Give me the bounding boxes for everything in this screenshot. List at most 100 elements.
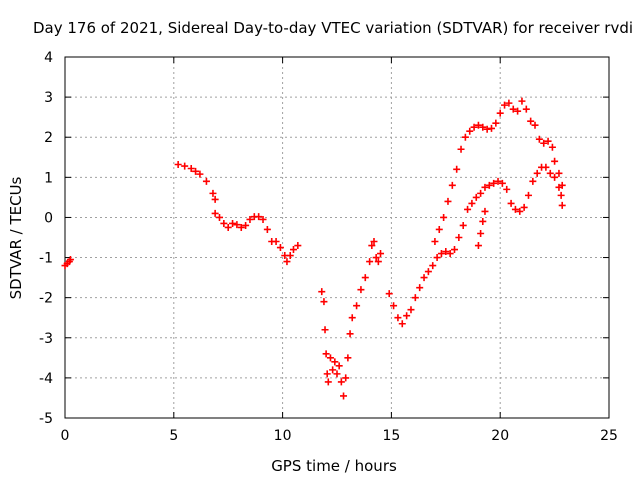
data-point	[466, 127, 474, 135]
data-point	[479, 217, 487, 225]
data-point	[255, 213, 263, 221]
data-point	[344, 354, 352, 362]
x-axis-label: GPS time / hours	[271, 457, 397, 475]
data-point	[516, 207, 524, 215]
data-point	[464, 205, 472, 213]
data-point	[459, 221, 467, 229]
data-point	[470, 123, 478, 131]
data-point	[481, 207, 489, 215]
data-point	[420, 274, 428, 282]
data-point	[424, 268, 432, 276]
data-point	[503, 185, 511, 193]
grid-lines	[65, 57, 609, 418]
data-point	[229, 219, 237, 227]
data-points	[61, 97, 566, 400]
data-point	[431, 238, 439, 246]
data-point	[472, 193, 480, 201]
data-point	[551, 157, 559, 165]
data-point	[211, 209, 219, 217]
data-point	[196, 170, 204, 178]
data-point	[481, 183, 489, 191]
chart-title: Day 176 of 2021, Sidereal Day-to-day VTE…	[33, 19, 633, 37]
data-point	[474, 242, 482, 250]
data-point	[446, 250, 454, 258]
y-tick-label: -5	[39, 411, 53, 427]
data-point	[455, 234, 463, 241]
x-tick-label: 15	[382, 428, 400, 444]
data-point	[331, 358, 339, 366]
data-point	[529, 177, 537, 185]
data-point	[535, 135, 543, 143]
data-point	[544, 137, 552, 145]
data-point	[557, 191, 565, 199]
data-point	[527, 117, 535, 125]
y-tick-label: 2	[44, 130, 53, 146]
data-point	[372, 254, 380, 262]
data-point	[357, 286, 365, 294]
data-point	[342, 374, 350, 382]
data-point	[474, 121, 482, 129]
data-point	[416, 284, 424, 292]
data-point	[542, 163, 550, 171]
data-point	[514, 107, 522, 115]
data-point	[437, 250, 445, 258]
data-point	[242, 221, 250, 229]
data-point	[326, 354, 334, 362]
data-point	[259, 215, 267, 223]
y-tick-label: -4	[39, 371, 53, 387]
data-point	[461, 133, 469, 141]
data-point	[333, 370, 341, 378]
data-point	[329, 366, 337, 374]
data-point	[457, 145, 465, 153]
data-point	[321, 326, 329, 334]
data-point	[477, 189, 485, 197]
data-point	[507, 199, 515, 207]
data-point	[546, 169, 554, 177]
y-tick-label: 4	[44, 50, 53, 66]
data-point	[435, 225, 443, 233]
data-point	[558, 181, 566, 189]
data-point	[181, 162, 189, 170]
data-point	[444, 197, 452, 205]
data-point	[501, 101, 509, 109]
data-point	[361, 274, 369, 282]
y-tick-label: -3	[39, 331, 53, 347]
data-point	[276, 244, 284, 252]
data-point	[337, 378, 345, 386]
data-point	[374, 258, 382, 266]
data-point	[368, 242, 376, 250]
y-tick-label: 1	[44, 170, 53, 186]
data-point	[451, 246, 459, 254]
data-point	[209, 189, 217, 197]
data-point	[390, 302, 398, 310]
data-point	[348, 314, 356, 322]
data-point	[192, 167, 200, 175]
data-point	[494, 177, 502, 185]
data-point	[353, 302, 361, 310]
data-point	[548, 143, 556, 151]
data-point	[335, 362, 343, 370]
data-point	[324, 378, 332, 386]
data-point	[211, 195, 219, 203]
x-tick-label: 20	[491, 428, 509, 444]
data-point	[272, 238, 280, 246]
y-tick-label: 0	[44, 210, 53, 226]
data-point	[487, 124, 495, 132]
data-point	[524, 191, 532, 199]
data-point	[498, 179, 506, 187]
data-point	[433, 254, 441, 262]
data-point	[174, 160, 182, 168]
data-point	[483, 125, 491, 133]
y-tick-labels: -5 -4 -3 -2 -1 0 1 2 3 4	[39, 50, 53, 427]
data-point	[340, 392, 348, 400]
data-point	[385, 290, 393, 298]
data-point	[448, 181, 456, 189]
data-point	[220, 219, 228, 227]
data-point	[440, 213, 448, 221]
data-point	[411, 294, 419, 302]
x-tick-label: 5	[169, 428, 178, 444]
data-point	[407, 306, 415, 314]
data-point	[555, 169, 563, 177]
x-tick-labels: 0 5 10 15 20 25	[61, 428, 618, 444]
